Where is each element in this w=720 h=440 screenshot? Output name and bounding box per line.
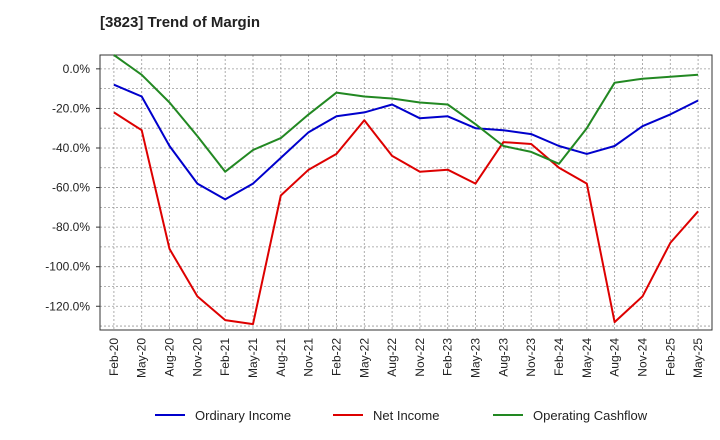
series-lines bbox=[113, 54, 699, 326]
x-tick-label: Aug-22 bbox=[385, 338, 399, 377]
y-tick-label: -120.0% bbox=[45, 299, 90, 313]
y-tick-label: -60.0% bbox=[52, 181, 90, 195]
x-tick-label: Aug-20 bbox=[163, 338, 177, 377]
plot-area-frame bbox=[99, 54, 713, 331]
x-tick-label: Aug-23 bbox=[496, 338, 510, 377]
x-tick-label: Feb-25 bbox=[663, 338, 677, 376]
chart-title: [3823] Trend of Margin bbox=[100, 14, 261, 31]
x-tick-label: Aug-21 bbox=[274, 338, 288, 377]
x-tick-label: May-24 bbox=[580, 338, 594, 378]
x-tick-label: Feb-22 bbox=[329, 338, 343, 376]
x-tick-label: Feb-21 bbox=[218, 338, 232, 376]
x-tick-label: Nov-21 bbox=[302, 338, 316, 377]
x-tick-label: Nov-24 bbox=[635, 338, 649, 377]
x-tick-label: May-21 bbox=[246, 338, 260, 378]
y-tick-label: -100.0% bbox=[45, 260, 90, 274]
x-tick-label: May-25 bbox=[691, 338, 705, 378]
series-line-operating-cashflow bbox=[113, 54, 699, 173]
y-tick-label: 0.0% bbox=[63, 62, 91, 76]
x-tick-label: Nov-22 bbox=[413, 338, 427, 377]
x-tick-label: Feb-23 bbox=[441, 338, 455, 376]
legend-label: Operating Cashflow bbox=[533, 408, 648, 423]
x-tick-label: May-23 bbox=[469, 338, 483, 378]
series-line-net-income bbox=[113, 111, 699, 326]
x-tick-label: Feb-20 bbox=[107, 338, 121, 376]
y-tick-label: -40.0% bbox=[52, 141, 90, 155]
x-tick-label: May-20 bbox=[135, 338, 149, 378]
x-tick-label: Feb-24 bbox=[552, 338, 566, 376]
x-tick-label: Nov-23 bbox=[524, 338, 538, 377]
x-tick-label: Nov-20 bbox=[190, 338, 204, 377]
y-axis-labels: 0.0% -20.0% -40.0% -60.0% -80.0% -100.0% -120.… bbox=[45, 62, 100, 313]
y-tick-label: -80.0% bbox=[52, 220, 90, 234]
x-tick-label: Aug-24 bbox=[608, 338, 622, 377]
x-tick-label: May-22 bbox=[357, 338, 371, 378]
grid-lines bbox=[100, 55, 712, 330]
legend: Ordinary Income Net Income Operating Cashf… bbox=[155, 408, 648, 423]
legend-label: Ordinary Income bbox=[195, 408, 291, 423]
y-tick-label: -20.0% bbox=[52, 101, 90, 115]
series-line-ordinary-income bbox=[113, 83, 699, 201]
legend-label: Net Income bbox=[373, 408, 439, 423]
x-axis-labels: Feb-20 May-20 Aug-20 Nov-20 Feb-21 May-21 Aug-… bbox=[107, 338, 705, 378]
